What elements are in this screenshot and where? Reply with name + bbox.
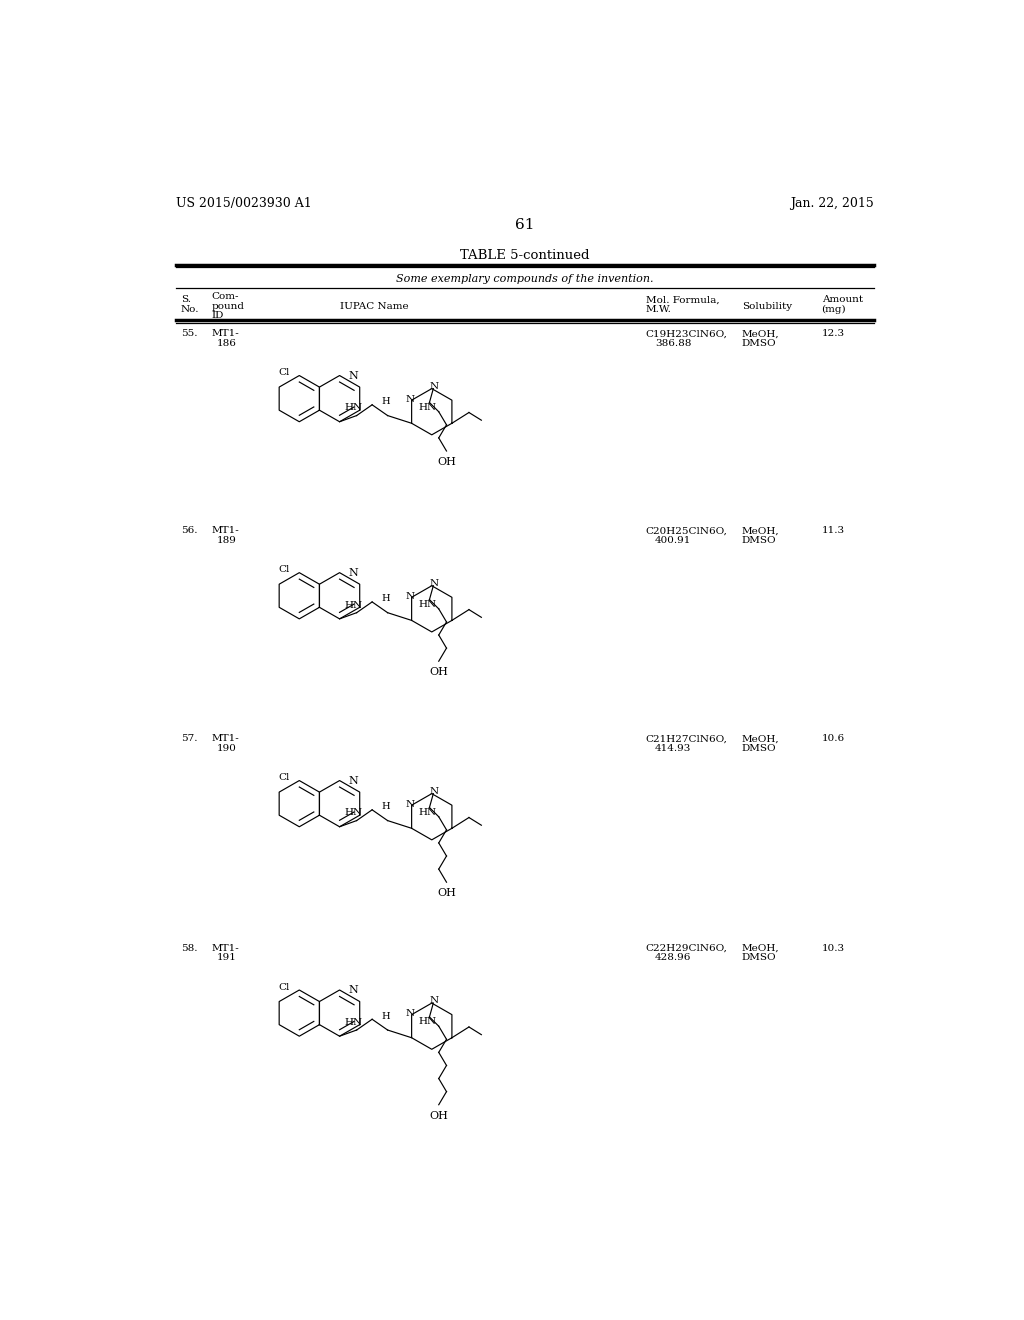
- Text: Cl: Cl: [279, 982, 290, 991]
- Text: TABLE 5-continued: TABLE 5-continued: [460, 249, 590, 263]
- Text: C20H25ClN6O,: C20H25ClN6O,: [646, 527, 728, 536]
- Text: M.W.: M.W.: [646, 305, 672, 314]
- Text: MT1-: MT1-: [212, 330, 240, 338]
- Text: 61: 61: [515, 218, 535, 232]
- Text: OH: OH: [429, 1111, 449, 1121]
- Text: H: H: [382, 397, 390, 407]
- Text: Cl: Cl: [279, 368, 290, 378]
- Text: Jan. 22, 2015: Jan. 22, 2015: [790, 197, 873, 210]
- Text: Solubility: Solubility: [741, 302, 792, 310]
- Text: DMSO: DMSO: [741, 743, 776, 752]
- Text: N: N: [406, 591, 414, 601]
- Text: C22H29ClN6O,: C22H29ClN6O,: [646, 944, 728, 953]
- Text: OH: OH: [429, 668, 449, 677]
- Text: Com-: Com-: [212, 293, 240, 301]
- Text: 191: 191: [217, 953, 237, 962]
- Text: N: N: [429, 997, 438, 1006]
- Text: OH: OH: [437, 888, 456, 899]
- Text: OH: OH: [437, 457, 456, 467]
- Text: MeOH,: MeOH,: [741, 944, 779, 953]
- Text: N: N: [348, 371, 357, 380]
- Text: N: N: [429, 579, 438, 587]
- Text: DMSO: DMSO: [741, 953, 776, 962]
- Text: IUPAC Name: IUPAC Name: [340, 302, 409, 310]
- Text: N: N: [406, 395, 414, 404]
- Text: 56.: 56.: [180, 527, 198, 536]
- Text: HN: HN: [419, 403, 436, 412]
- Text: HN: HN: [344, 601, 362, 610]
- Text: 186: 186: [217, 339, 237, 347]
- Text: MeOH,: MeOH,: [741, 734, 779, 743]
- Text: H: H: [382, 594, 390, 603]
- Text: HN: HN: [419, 1018, 436, 1026]
- Text: Mol. Formula,: Mol. Formula,: [646, 296, 719, 305]
- Text: MT1-: MT1-: [212, 734, 240, 743]
- Text: C19H23ClN6O,: C19H23ClN6O,: [646, 330, 728, 338]
- Text: N: N: [406, 800, 414, 809]
- Text: C21H27ClN6O,: C21H27ClN6O,: [646, 734, 728, 743]
- Text: DMSO: DMSO: [741, 339, 776, 347]
- Text: N: N: [429, 381, 438, 391]
- Text: N: N: [348, 568, 357, 578]
- Text: 386.88: 386.88: [655, 339, 691, 347]
- Text: No.: No.: [180, 305, 200, 314]
- Text: Amount: Amount: [821, 296, 863, 305]
- Text: N: N: [348, 776, 357, 785]
- Text: HN: HN: [344, 1018, 362, 1027]
- Text: N: N: [348, 985, 357, 995]
- Text: HN: HN: [344, 808, 362, 817]
- Text: HN: HN: [344, 404, 362, 412]
- Text: 57.: 57.: [180, 734, 198, 743]
- Text: 58.: 58.: [180, 944, 198, 953]
- Text: H: H: [382, 803, 390, 812]
- Text: 55.: 55.: [180, 330, 198, 338]
- Text: 190: 190: [217, 743, 237, 752]
- Text: 12.3: 12.3: [821, 330, 845, 338]
- Text: Some exemplary compounds of the invention.: Some exemplary compounds of the inventio…: [396, 275, 653, 284]
- Text: US 2015/0023930 A1: US 2015/0023930 A1: [176, 197, 311, 210]
- Text: Cl: Cl: [279, 565, 290, 574]
- Text: N: N: [406, 1008, 414, 1018]
- Text: 189: 189: [217, 536, 237, 545]
- Text: HN: HN: [419, 808, 436, 817]
- Text: MeOH,: MeOH,: [741, 330, 779, 338]
- Text: S.: S.: [180, 296, 190, 305]
- Text: 10.6: 10.6: [821, 734, 845, 743]
- Text: (mg): (mg): [821, 305, 846, 314]
- Text: MeOH,: MeOH,: [741, 527, 779, 536]
- Text: HN: HN: [419, 599, 436, 609]
- Text: 414.93: 414.93: [655, 743, 691, 752]
- Text: ID: ID: [212, 312, 224, 319]
- Text: MT1-: MT1-: [212, 944, 240, 953]
- Text: 400.91: 400.91: [655, 536, 691, 545]
- Text: 11.3: 11.3: [821, 527, 845, 536]
- Text: DMSO: DMSO: [741, 536, 776, 545]
- Text: pound: pound: [212, 302, 245, 310]
- Text: Cl: Cl: [279, 774, 290, 783]
- Text: 10.3: 10.3: [821, 944, 845, 953]
- Text: MT1-: MT1-: [212, 527, 240, 536]
- Text: 428.96: 428.96: [655, 953, 691, 962]
- Text: N: N: [429, 787, 438, 796]
- Text: H: H: [382, 1011, 390, 1020]
